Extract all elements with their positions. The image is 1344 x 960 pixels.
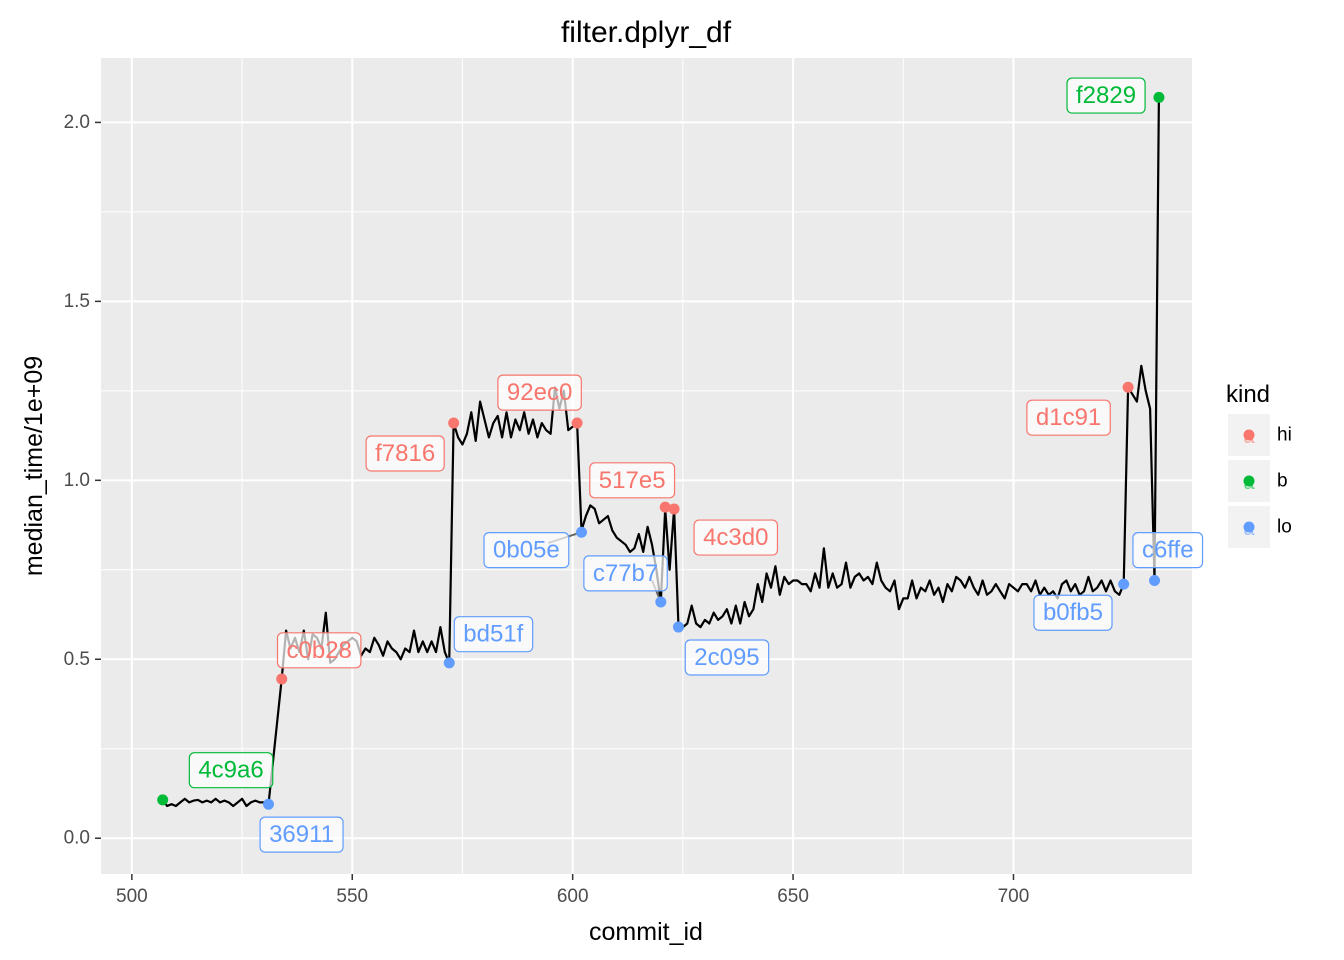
legend-label: b [1277, 471, 1288, 492]
data-point-b0fb5 [1118, 578, 1130, 590]
point-label-text: 36911 [269, 821, 334, 848]
legend-item-hi: a hi [1228, 414, 1292, 456]
point-label-text: 92ec0 [507, 379, 572, 406]
data-point-4c9a6 [157, 794, 169, 806]
x-tick-label: 600 [557, 886, 589, 907]
point-label-box [583, 555, 668, 592]
point-label-text: 4c3d0 [703, 524, 768, 551]
y-tick-label: 0.0 [64, 828, 90, 849]
point-label-box [1033, 594, 1113, 631]
point-label-text: 4c9a6 [198, 757, 263, 784]
point-label-2c095: 2c095 [684, 639, 770, 676]
point-label-text: 0b05e [493, 537, 560, 564]
y-tick-label: 0.5 [64, 649, 90, 670]
x-axis-title: commit_id [589, 918, 703, 946]
point-label-c6ffe: c6ffe [1132, 532, 1204, 569]
point-label-box [188, 752, 274, 789]
x-tick-label: 550 [336, 886, 368, 907]
point-label-4c3d0: 4c3d0 [693, 519, 779, 556]
data-point-f7816 [448, 417, 460, 429]
point-label-box [693, 519, 779, 556]
legend-key-point [1243, 475, 1255, 487]
point-label-d1c91: d1c91 [1026, 399, 1111, 436]
x-tick-label: 700 [998, 886, 1030, 907]
data-point-517e5 [659, 501, 671, 513]
point-label-c77b7: c77b7 [583, 555, 668, 592]
point-label-text: b0fb5 [1043, 599, 1103, 626]
x-axis: 500 550 600 650 700 [116, 874, 1029, 907]
data-point-bd51f [443, 657, 455, 669]
point-label-text: f2829 [1076, 82, 1136, 109]
legend-label: hi [1277, 425, 1292, 446]
data-point-2c095 [672, 621, 684, 633]
chart-title: filter.dplyr_df [561, 16, 732, 49]
data-point-c6ffe [1149, 575, 1161, 587]
legend-key-point [1243, 521, 1255, 533]
point-label-text: bd51f [463, 621, 523, 648]
point-label-box [684, 639, 770, 676]
point-label-box [1066, 77, 1146, 114]
legend-item-lo: a lo [1228, 506, 1292, 548]
data-point-4c3d0 [668, 503, 680, 515]
data-point-c0b28 [276, 673, 288, 685]
legend-label: lo [1277, 517, 1292, 538]
point-label-92ec0: 92ec0 [497, 374, 582, 411]
point-label-text: c0b28 [287, 637, 352, 664]
data-point-0b05e [575, 526, 587, 538]
point-label-text: f7816 [375, 440, 435, 467]
point-label-0b05e: 0b05e [483, 532, 570, 569]
point-label-f7816: f7816 [365, 435, 445, 472]
point-label-box [483, 532, 570, 569]
point-label-box [589, 462, 676, 499]
point-label-box [453, 616, 534, 653]
point-label-517e5: 517e5 [589, 462, 676, 499]
point-label-box [1132, 532, 1204, 569]
point-label-c0b28: c0b28 [276, 632, 362, 669]
data-point-d1c91 [1122, 381, 1134, 393]
point-label-box [276, 632, 362, 669]
point-label-box [365, 435, 445, 472]
point-label-text: 2c095 [694, 644, 759, 671]
x-tick-label: 650 [777, 886, 809, 907]
data-point-92ec0 [571, 417, 583, 429]
point-label-text: c6ffe [1142, 537, 1194, 564]
point-label-box [259, 816, 344, 853]
legend-key-glyph: a [1243, 426, 1255, 448]
point-label-text: d1c91 [1036, 404, 1101, 431]
legend-key-point [1243, 429, 1255, 441]
legend-title: kind [1226, 381, 1270, 408]
y-tick-label: 2.0 [64, 112, 90, 133]
legend-key-glyph: a [1243, 518, 1255, 540]
legend-key-glyph: a [1243, 472, 1255, 494]
data-point-f2829 [1153, 91, 1165, 103]
point-label-f2829: f2829 [1066, 77, 1146, 114]
point-label-4c9a6: 4c9a6 [188, 752, 274, 789]
point-label-bd51f: bd51f [453, 616, 534, 653]
point-label-box [497, 374, 582, 411]
data-point-c77b7 [655, 596, 667, 608]
point-label-box [1026, 399, 1111, 436]
data-point-36911 [263, 798, 275, 810]
point-label-text: 517e5 [599, 467, 666, 494]
point-label-text: c77b7 [593, 560, 658, 587]
x-tick-label: 500 [116, 886, 148, 907]
y-axis-title: median_time/1e+09 [20, 356, 48, 576]
y-axis: 0.0 0.5 1.0 1.5 2.0 [64, 112, 101, 849]
point-label-36911: 36911 [259, 816, 344, 853]
point-label-b0fb5: b0fb5 [1033, 594, 1113, 631]
plot-panel: 4c9a6 36911 c0b28 bd51f f7816 92ec0 0b05e c77b7… [101, 58, 1204, 874]
y-tick-label: 1.5 [64, 291, 90, 312]
y-tick-label: 1.0 [64, 470, 90, 491]
